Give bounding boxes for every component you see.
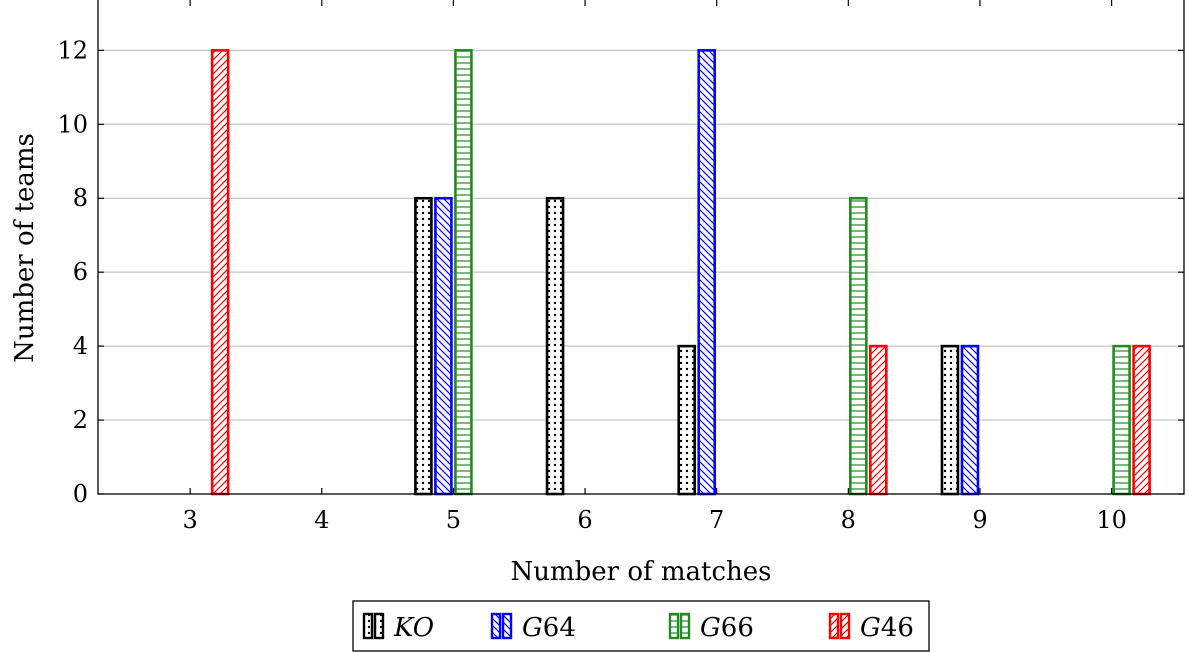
x-tick-label: 8 (841, 506, 856, 534)
x-tick-label: 10 (1096, 506, 1127, 534)
y-axis-title: Number of teams (10, 133, 40, 363)
bar-g64-fill (697, 49, 716, 496)
legend-swatch-g46 (839, 612, 851, 640)
legend-swatch-g66 (668, 612, 680, 640)
bar-g46-fill (210, 49, 230, 496)
legend: KO G64 G66 G46 (352, 600, 930, 652)
legend-swatch-g46 (828, 612, 840, 640)
legend-label-ko: KO (393, 613, 434, 643)
x-tick-label: 5 (446, 506, 461, 534)
plot-frame (97, 0, 1185, 495)
bar-ko-fill (940, 344, 960, 496)
axes (97, 0, 1185, 495)
legend-swatch-ko (362, 612, 374, 640)
y-tick-label: 4 (73, 332, 88, 360)
x-axis-title: Number of matches (510, 557, 771, 587)
bar-ko-fill (545, 196, 565, 496)
bar-g66-fill (454, 49, 473, 496)
tick-labels: 3 4 5 6 7 8 9 10 0 2 4 6 8 10 12 (57, 0, 1184, 534)
x-tick-label: 7 (709, 506, 724, 534)
y-tick-label: 2 (73, 406, 88, 434)
bars (210, 49, 1151, 496)
bar-g66-fill (849, 196, 868, 496)
legend-swatch-g66 (679, 612, 691, 640)
y-tick-label: 10 (57, 110, 88, 138)
legend-swatch-g64 (490, 612, 502, 640)
bar-g66-fill (1112, 344, 1131, 496)
legend-label-g66: G66 (700, 613, 754, 643)
bar-g64-fill (960, 344, 980, 496)
y-tick-label: 12 (57, 36, 88, 64)
legend-swatch-g64 (501, 612, 513, 640)
bar-ko-fill (677, 344, 696, 496)
bar-g46-fill (869, 344, 888, 496)
bar-g46-fill (1132, 344, 1151, 496)
x-tick-label: 3 (183, 506, 198, 534)
grid-lines (98, 49, 1184, 421)
legend-label-g64: G64 (522, 613, 576, 643)
bar-g64-fill (434, 196, 453, 496)
x-tick-label: 4 (314, 506, 329, 534)
legend-swatch-ko (373, 612, 385, 640)
x-tick-label: 6 (577, 506, 592, 534)
y-tick-label: 0 (73, 480, 88, 508)
y-tick-label: 6 (73, 258, 88, 286)
bar-ko-fill (414, 196, 433, 496)
legend-label-g46: G46 (860, 613, 914, 643)
y-tick-label: 8 (73, 184, 88, 212)
x-tick-label: 9 (972, 506, 987, 534)
